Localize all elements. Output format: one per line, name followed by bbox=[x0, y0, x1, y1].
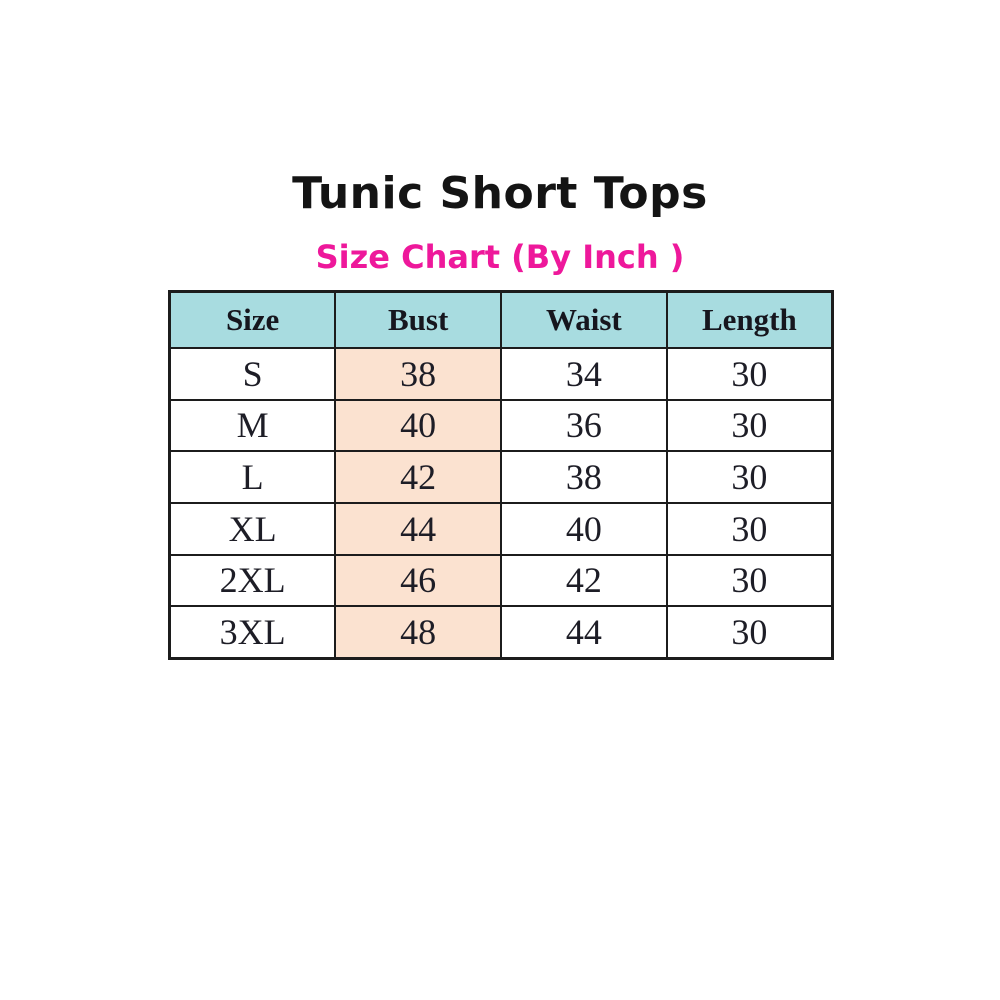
header-cell-waist: Waist bbox=[500, 290, 668, 349]
table-row: 3XL 48 44 30 bbox=[168, 605, 834, 660]
cell-size: 2XL bbox=[168, 553, 337, 608]
table-row: XL 44 40 30 bbox=[168, 501, 834, 556]
cell-bust: 48 bbox=[334, 605, 502, 660]
table-row: M 40 36 30 bbox=[168, 398, 834, 453]
page-title: Tunic Short Tops bbox=[292, 168, 708, 219]
cell-size: XL bbox=[168, 501, 337, 556]
cell-size: 3XL bbox=[168, 605, 337, 660]
cell-length: 30 bbox=[665, 347, 834, 401]
cell-size: L bbox=[168, 450, 337, 504]
cell-bust: 38 bbox=[334, 347, 502, 401]
header-row: Size Bust Waist Length bbox=[168, 290, 834, 349]
table-body: S 38 34 30 M 40 36 30 L 42 38 30 bbox=[168, 347, 834, 660]
cell-length: 30 bbox=[665, 398, 834, 453]
header-cell-length: Length bbox=[665, 290, 834, 349]
header-cell-bust: Bust bbox=[334, 290, 502, 349]
cell-length: 30 bbox=[665, 605, 834, 660]
table-row: 2XL 46 42 30 bbox=[168, 553, 834, 608]
page-subtitle: Size Chart (By Inch ) bbox=[315, 238, 685, 276]
cell-length: 30 bbox=[665, 450, 834, 504]
cell-length: 30 bbox=[665, 501, 834, 556]
cell-waist: 38 bbox=[500, 450, 668, 504]
cell-size: S bbox=[168, 347, 337, 401]
cell-bust: 44 bbox=[334, 501, 502, 556]
size-chart-table-container: Size Bust Waist Length S 38 34 30 M 40 3… bbox=[168, 290, 834, 660]
cell-waist: 36 bbox=[500, 398, 668, 453]
cell-bust: 46 bbox=[334, 553, 502, 608]
cell-size: M bbox=[168, 398, 337, 453]
cell-bust: 40 bbox=[334, 398, 502, 453]
cell-waist: 40 bbox=[500, 501, 668, 556]
cell-bust: 42 bbox=[334, 450, 502, 504]
header-cell-size: Size bbox=[168, 290, 337, 349]
cell-waist: 42 bbox=[500, 553, 668, 608]
size-chart-table: Size Bust Waist Length S 38 34 30 M 40 3… bbox=[168, 290, 834, 660]
cell-waist: 34 bbox=[500, 347, 668, 401]
table-row: S 38 34 30 bbox=[168, 347, 834, 401]
table-row: L 42 38 30 bbox=[168, 450, 834, 504]
cell-length: 30 bbox=[665, 553, 834, 608]
table-header: Size Bust Waist Length bbox=[168, 290, 834, 349]
cell-waist: 44 bbox=[500, 605, 668, 660]
